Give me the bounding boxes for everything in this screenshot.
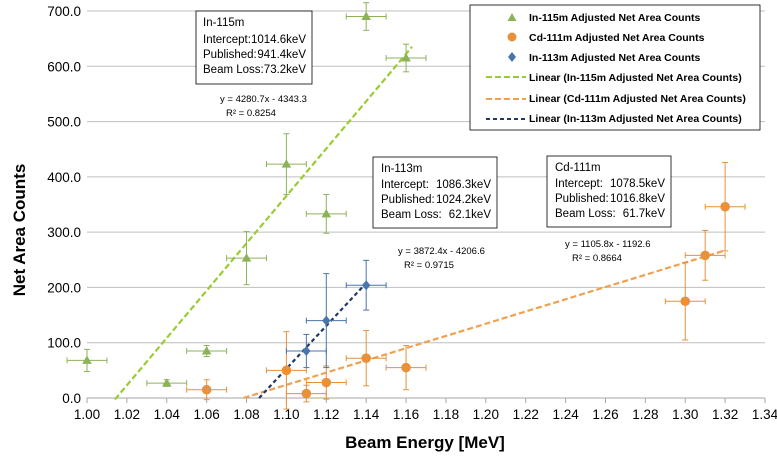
legend: In-115m Adjusted Net Area Counts Cd-111m… xyxy=(469,4,761,131)
legend-label: In-113m Adjusted Net Area Counts xyxy=(529,52,700,64)
info-box-label: Intercept: xyxy=(555,178,603,190)
in115-r-squared: R² = 0.8254 xyxy=(226,108,276,119)
x-tick-label: 1.04 xyxy=(154,407,181,422)
info-box-value: 1024.2keV xyxy=(436,194,491,206)
triangle-marker xyxy=(281,159,292,168)
info-box-label: Beam Loss: xyxy=(203,64,264,76)
in113-equation: y = 3872.4x - 4206.6 xyxy=(398,246,485,257)
info-box-title: Cd-111m xyxy=(555,162,601,174)
x-tick-label: 1.30 xyxy=(672,407,698,422)
cd111-equation: y = 1105.8x - 1192.6 xyxy=(565,239,650,250)
diamond-marker xyxy=(322,315,331,326)
x-tick-label: 1.34 xyxy=(752,407,777,422)
y-tick-label: 300.0 xyxy=(47,225,81,240)
x-tick-label: 1.22 xyxy=(513,407,539,422)
triangle-marker xyxy=(241,253,252,262)
x-tick-label: 1.16 xyxy=(393,407,419,422)
trendline xyxy=(258,282,367,399)
triangle-marker xyxy=(82,355,92,364)
circle-marker xyxy=(301,388,312,399)
data-markers xyxy=(82,11,730,399)
trendline xyxy=(114,46,413,401)
in113-r-squared: R² = 0.9715 xyxy=(404,260,454,271)
legend-label: Linear (In-113m Adjusted Net Area Counts… xyxy=(529,113,742,125)
x-tick-label: 1.28 xyxy=(632,407,658,422)
legend-circle-marker xyxy=(507,32,517,42)
x-tick-label: 1.12 xyxy=(313,407,339,422)
triangle-marker xyxy=(401,52,411,62)
info-box-value: 73.2keV xyxy=(264,64,307,76)
info-box-in113m: In-113m Intercept: 1086.3keV Published: … xyxy=(372,156,498,229)
y-tick-label: 500.0 xyxy=(47,115,81,130)
circle-marker xyxy=(201,384,212,395)
x-tick-label: 1.18 xyxy=(433,407,459,422)
in115-equation: y = 4280.7x - 4343.3 xyxy=(220,94,307,105)
x-tick-label: 1.20 xyxy=(473,407,499,422)
circle-marker xyxy=(720,201,730,212)
y-tick-label: 0.0 xyxy=(62,391,81,406)
x-tick-label: 1.14 xyxy=(353,407,380,422)
circle-marker xyxy=(700,250,710,261)
circle-marker xyxy=(401,362,411,373)
diamond-marker xyxy=(361,280,371,291)
triangle-marker xyxy=(161,378,172,387)
legend-frame xyxy=(469,4,761,131)
info-box-label: Intercept: xyxy=(203,34,251,46)
trendline xyxy=(243,249,726,400)
triangle-marker xyxy=(361,11,371,21)
y-tick-label: 400.0 xyxy=(47,170,81,185)
info-box-title: In-113m xyxy=(381,163,422,175)
info-box-label: Intercept: xyxy=(381,179,429,191)
legend-label: In-115m Adjusted Net Area Counts xyxy=(529,12,700,24)
circle-marker xyxy=(281,365,292,376)
info-box-label: Published: xyxy=(203,49,257,61)
info-box-value: 61.7keV xyxy=(623,208,666,220)
diamond-marker xyxy=(302,346,311,357)
info-box-cd111m: Cd-111m Intercept: 1078.5keV Published: … xyxy=(546,155,672,228)
trendlines xyxy=(114,46,726,401)
circle-marker xyxy=(680,296,691,307)
x-tick-label: 1.10 xyxy=(273,407,299,422)
x-axis-ticks: 1.00 1.02 1.04 1.06 1.08 1.10 1.12 1.14 1.16 1.18… xyxy=(74,398,777,422)
legend-label: Cd-111m Adjusted Net Area Counts xyxy=(529,32,705,44)
info-box-label: Published: xyxy=(381,194,435,206)
info-box-title: In-115m xyxy=(203,17,244,29)
info-box-value: 1016.8keV xyxy=(610,193,665,205)
y-tick-label: 700.0 xyxy=(47,4,81,19)
circle-marker xyxy=(361,353,371,363)
y-tick-label: 200.0 xyxy=(47,280,81,295)
info-box-label: Beam Loss: xyxy=(555,208,616,220)
legend-diamond-marker xyxy=(508,52,516,62)
info-box-value: 1078.5keV xyxy=(610,178,665,190)
x-tick-label: 1.08 xyxy=(233,407,259,422)
legend-label: Linear (In-115m Adjusted Net Area Counts… xyxy=(529,72,742,84)
x-tick-label: 1.00 xyxy=(74,407,100,422)
x-axis-title: Beam Energy [MeV] xyxy=(345,433,505,452)
info-box-value: 1014.6keV xyxy=(251,34,306,46)
info-box-in115m: In-115m Intercept: 1014.6keV Published: … xyxy=(195,10,313,85)
info-box-value: 1086.3keV xyxy=(436,179,491,191)
y-tick-label: 100.0 xyxy=(47,336,81,351)
info-box-value: 62.1keV xyxy=(449,209,492,221)
info-box-label: Beam Loss: xyxy=(381,209,442,221)
triangle-marker xyxy=(321,208,332,218)
info-box-value: 941.4keV xyxy=(257,49,306,61)
triangle-marker xyxy=(201,346,212,355)
y-axis-title: Net Area Counts xyxy=(10,164,29,297)
x-tick-label: 1.26 xyxy=(592,407,618,422)
legend-triangle-marker xyxy=(507,13,517,21)
info-box-label: Published: xyxy=(555,193,609,205)
x-tick-label: 1.24 xyxy=(552,407,579,422)
circle-marker xyxy=(321,377,332,388)
x-tick-label: 1.06 xyxy=(194,407,220,422)
y-axis-ticks: 0.0 100.0 200.0 300.0 400.0 500.0 600.0 700.0 xyxy=(47,4,81,406)
x-tick-label: 1.32 xyxy=(712,407,738,422)
y-tick-label: 600.0 xyxy=(47,59,81,74)
legend-label: Linear (Cd-111m Adjusted Net Area Counts… xyxy=(529,93,746,105)
x-tick-label: 1.02 xyxy=(114,407,140,422)
cd111-r-squared: R² = 0.8664 xyxy=(572,253,622,264)
